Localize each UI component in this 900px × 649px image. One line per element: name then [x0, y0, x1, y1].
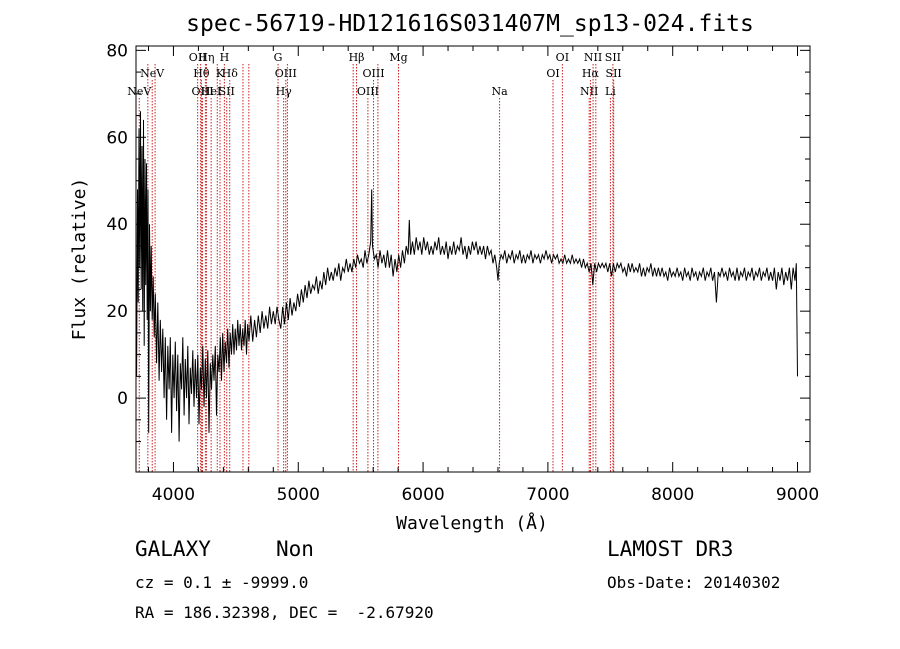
y-tick-label: 0 [117, 389, 128, 409]
emission-line-label: Hβ [349, 51, 365, 64]
emission-line-label: NeV [140, 67, 165, 80]
emission-line-label: G [274, 51, 283, 64]
emission-line-label: SII [219, 85, 235, 98]
emission-line-label: OIII [191, 85, 213, 98]
y-axis-ticks: 0 20 40 60 80 [106, 41, 810, 443]
emission-line-label: NeV [127, 85, 152, 98]
emission-line-label: OIII [275, 67, 297, 80]
emission-line-label: K [216, 67, 225, 80]
x-tick-label: 7000 [526, 485, 569, 505]
y-tick-label: 60 [106, 128, 128, 148]
emission-line-label: HeI [201, 85, 221, 98]
y-axis-label: Flux (relative) [69, 178, 90, 341]
x-tick-label: 5000 [277, 485, 320, 505]
ra-dec-readout: RA = 186.32398, DEC = -2.67920 [135, 603, 434, 622]
emission-line-label: Mg [389, 51, 407, 64]
x-tick-label: 4000 [152, 485, 195, 505]
plot-frame [135, 45, 811, 473]
survey-name: LAMOST DR3 [607, 537, 734, 561]
emission-line-label: Hδ [222, 67, 239, 80]
emission-line-markers: NeV NeV OII Hθ OIII Hη HeI KH Hδ SII G OIII Hγ Hβ OIII… [127, 51, 622, 472]
plot-area [135, 45, 811, 473]
x-tick-label: 9000 [776, 485, 819, 505]
chart-title: spec-56719-HD121616S031407M_sp13-024.fit… [186, 11, 754, 37]
spectrum-series-line [136, 111, 798, 442]
redshift-readout: cz = 0.1 ± -9999.0 [135, 573, 309, 592]
y-tick-label: 20 [106, 302, 128, 322]
emission-line-label: Hα [582, 67, 600, 80]
object-subclass: Non [276, 537, 314, 561]
emission-line-label: OI [556, 51, 569, 64]
emission-line-label: Hγ [276, 85, 293, 98]
y-tick-label: 80 [106, 41, 128, 61]
emission-line-label: Na [491, 85, 508, 98]
emission-line-label: OII [189, 51, 207, 64]
obs-date: Obs-Date: 20140302 [607, 573, 781, 592]
x-axis-ticks: 4000 5000 6000 7000 8000 9000 [147, 46, 819, 505]
emission-line-label: OI [546, 67, 559, 80]
spectrum-chart: spec-56719-HD121616S031407M_sp13-024.fit… [69, 11, 819, 534]
emission-line-label: SII [606, 67, 622, 80]
emission-line-label: Hη [198, 51, 214, 64]
emission-line-label: H [220, 51, 230, 64]
x-tick-label: 6000 [401, 485, 444, 505]
x-tick-label: 8000 [651, 485, 694, 505]
emission-line-label: NII [584, 51, 602, 64]
object-class: GALAXY [135, 537, 211, 561]
emission-line-label: Hθ [193, 67, 210, 80]
emission-line-label: OIII [357, 85, 379, 98]
x-axis-label: Wavelength (Å) [396, 512, 548, 534]
emission-line-label: OIII [362, 67, 384, 80]
y-tick-label: 40 [106, 215, 128, 235]
emission-line-label: Li [605, 85, 616, 98]
emission-line-label: NII [580, 85, 598, 98]
emission-line-label: SII [605, 51, 621, 64]
